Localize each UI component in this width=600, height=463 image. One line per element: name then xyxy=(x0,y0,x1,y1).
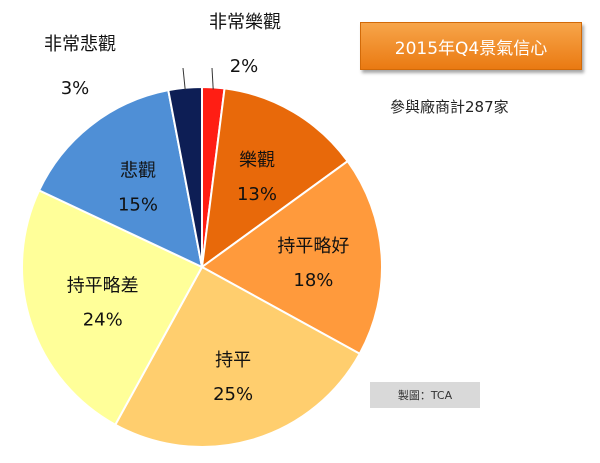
chart-title: 2015年Q4景氣信心 xyxy=(360,22,582,70)
leader-line-very-pessimistic xyxy=(182,67,186,90)
slice-label-optimistic: 樂觀 xyxy=(239,150,275,171)
slice-label-flat-slightly-good: 持平略好 xyxy=(277,236,349,257)
slice-value-very-optimistic: 2% xyxy=(230,56,259,77)
pie-slice-optimistic xyxy=(200,87,350,270)
pie-slice-flat-slightly-bad xyxy=(21,189,204,427)
slice-value-optimistic: 13% xyxy=(237,184,277,205)
chart-title-text: 2015年Q4景氣信心 xyxy=(394,38,548,59)
slice-label-flat-slightly-bad: 持平略差 xyxy=(67,275,139,296)
pie-slice-flat xyxy=(113,265,362,448)
slice-value-flat: 25% xyxy=(213,384,253,405)
slice-label-very-pessimistic: 非常悲觀 xyxy=(44,34,116,55)
slice-label-flat: 持平 xyxy=(215,350,251,371)
slice-value-flat-slightly-bad: 24% xyxy=(83,309,123,330)
pie-slice-pessimistic xyxy=(37,89,204,269)
slice-value-flat-slightly-good: 18% xyxy=(293,270,333,291)
chart-subtitle: 參與廠商計287家 xyxy=(390,98,509,116)
chart-credit: 製圖：TCA xyxy=(370,382,480,408)
slice-label-very-optimistic: 非常樂觀 xyxy=(209,12,281,33)
leader-line-very-optimistic xyxy=(211,67,214,90)
slice-value-very-pessimistic: 3% xyxy=(61,78,90,99)
slice-label-pessimistic: 悲觀 xyxy=(120,161,156,182)
pie-slice-flat-slightly-good xyxy=(200,159,383,356)
slice-value-pessimistic: 15% xyxy=(118,195,158,216)
